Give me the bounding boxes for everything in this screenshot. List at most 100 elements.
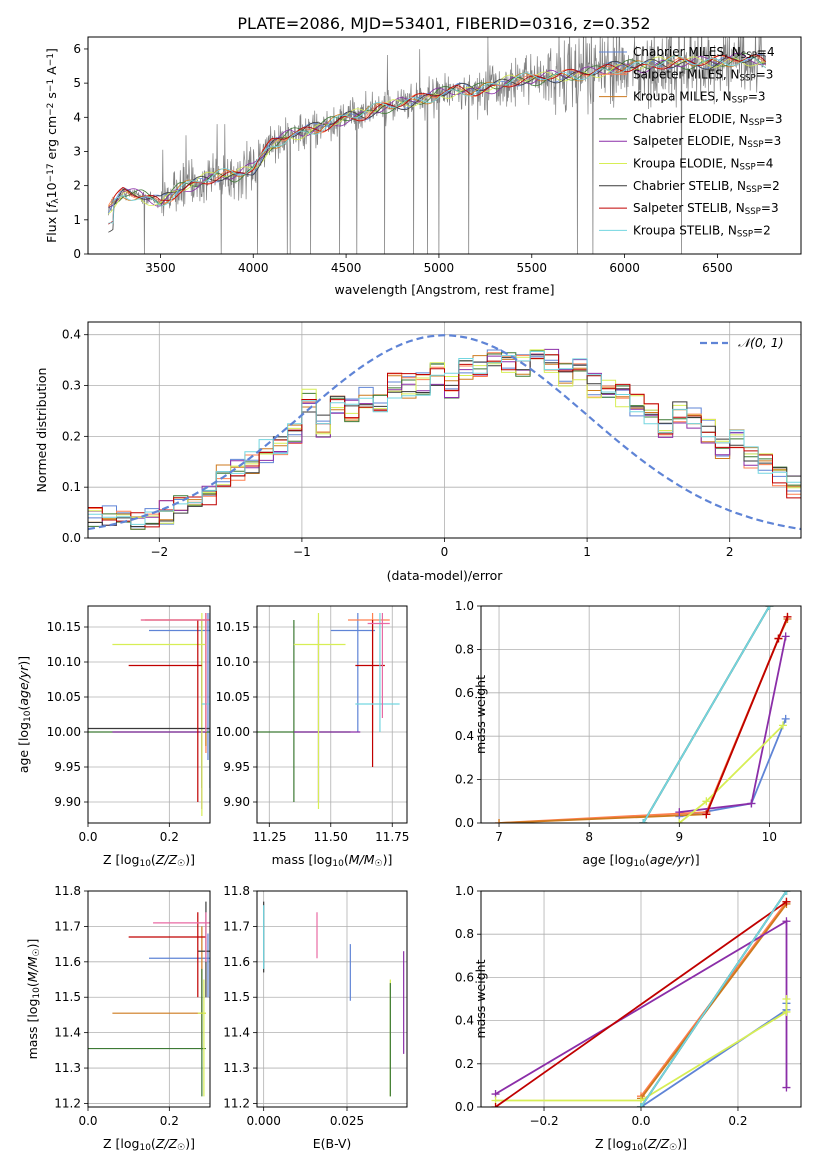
data-point [88, 613, 210, 788]
x-tick-label: 0.025 [330, 1114, 364, 1128]
series-marker [491, 1103, 500, 1107]
x-axis-label: age [log10(age/yr)] [582, 852, 699, 869]
legend-label: Kroupa MILES, NSSP=3 [633, 90, 766, 106]
y-tick-label: 10.15 [216, 620, 250, 634]
y-tick-label: 11.6 [54, 955, 81, 969]
series-marker [782, 1007, 791, 1016]
y-tick-label: 11.4 [223, 1026, 250, 1040]
plot-area [88, 901, 210, 1097]
x-tick-label: 4000 [238, 261, 269, 275]
legend-label: Salpeter STELIB, NSSP=3 [633, 201, 779, 217]
data-point [293, 613, 346, 809]
x-tick-label: 3500 [145, 261, 176, 275]
x-tick-label: 8 [585, 830, 593, 844]
y-tick-label: 4 [73, 110, 81, 124]
y-tick-label: 0 [73, 247, 81, 261]
x-tick-label: −1 [293, 545, 311, 559]
y-tick-label: 11.5 [223, 990, 250, 1004]
series-line [495, 999, 788, 1102]
legend-label: Salpeter MILES, NSSP=3 [633, 67, 773, 83]
panel-3: 11.25 11.50 11.75 9.90 9.95 10.00 10.05 10.10 10… [216, 605, 409, 869]
x-tick-label: 0.2 [728, 1114, 747, 1128]
y-tick-label: 0.1 [62, 480, 81, 494]
data-point [149, 933, 210, 998]
y-tick-label: 11.8 [223, 884, 250, 898]
y-tick-label: 0.0 [62, 531, 81, 545]
x-tick-label: 5000 [424, 261, 455, 275]
series-line [642, 606, 771, 823]
y-tick-label: 10.10 [216, 655, 250, 669]
data-point [149, 613, 210, 760]
legend-label: Chabrier ELODIE, NSSP=3 [633, 112, 782, 128]
y-tick-label: 0.2 [455, 773, 474, 787]
model-kroupa-elodie [108, 56, 766, 215]
series-marker [782, 897, 791, 906]
plot-area [108, 37, 767, 254]
y-tick-label: 0.0 [455, 1100, 474, 1114]
y-tick-label: 9.90 [223, 795, 250, 809]
plot-area [491, 891, 791, 1107]
x-tick-label: 6500 [702, 261, 733, 275]
plot-area [88, 334, 801, 531]
series-kroupa-stelib [639, 606, 774, 823]
x-tick-label: 11.50 [314, 830, 348, 844]
y-tick-label: 0.2 [62, 429, 81, 443]
y-tick-label: 11.7 [54, 919, 81, 933]
series-marker [747, 799, 756, 808]
x-tick-label: 0.2 [160, 830, 179, 844]
y-tick-label: 10.00 [216, 725, 250, 739]
x-axis-label: mass [log10(M/M☉)] [272, 852, 393, 869]
y-tick-label: 11.2 [54, 1096, 81, 1110]
y-tick-label: 10.05 [47, 690, 81, 704]
series-marker [495, 819, 504, 823]
series-marker [783, 612, 792, 621]
axes-frame [87, 36, 802, 255]
y-tick-label: 9.95 [223, 760, 250, 774]
y-tick-label: 11.6 [223, 955, 250, 969]
y-tick-label: 3 [73, 144, 81, 158]
data-point [112, 613, 206, 816]
y-tick-label: 0.0 [455, 816, 474, 830]
data-point [197, 979, 206, 1097]
plot-area [263, 901, 405, 1097]
y-tick-label: 0.8 [455, 642, 474, 656]
series-marker [778, 721, 787, 730]
x-tick-label: 0 [441, 545, 449, 559]
data-point [140, 613, 210, 732]
y-tick-label: 0.4 [455, 729, 474, 743]
x-tick-label: 0.0 [78, 1114, 97, 1128]
series-marker [639, 819, 648, 823]
data-point [153, 912, 210, 962]
model-salpeter-stelib [108, 54, 766, 225]
axes-frame [87, 605, 211, 824]
panel-6: 0.000 0.025 11.2 11.3 11.4 11.5 11.6 11.7 11.8 E(… [223, 884, 408, 1151]
data-point [128, 620, 202, 802]
legend-label: Chabrier MILES, NSSP=4 [633, 45, 775, 61]
x-axis-label: Z [log10(Z/Z☉)] [103, 1136, 195, 1153]
series-marker [637, 1103, 645, 1107]
y-tick-label: 1.0 [455, 884, 474, 898]
axes-frame [256, 890, 408, 1108]
series-line [640, 891, 788, 1107]
x-tick-label: 0.0 [631, 1114, 650, 1128]
series-marker [781, 632, 790, 641]
x-tick-label: 6000 [609, 261, 640, 275]
y-tick-label: 11.4 [54, 1026, 81, 1040]
y-tick-label: 9.90 [54, 795, 81, 809]
y-tick-label: 0.6 [455, 686, 474, 700]
x-tick-label: 0.000 [246, 1114, 280, 1128]
panel-0: 3500 4000 4500 5000 5500 6000 6500 0 1 2 3 4 5 6 wavel… [44, 36, 802, 297]
series-salpeter-elodie [675, 632, 790, 817]
series-line [494, 901, 788, 1107]
y-tick-label: 11.3 [223, 1061, 250, 1075]
data-point [128, 912, 206, 998]
y-axis-label: Normed distribution [34, 368, 49, 493]
series-marker [782, 1083, 791, 1092]
y-tick-label: 11.5 [54, 990, 81, 1004]
y-tick-label: 1.0 [455, 599, 474, 613]
x-tick-label: 1 [583, 545, 591, 559]
figure-title: PLATE=2086, MJD=53401, FIBERID=0316, z=0… [237, 14, 650, 33]
x-tick-label: 5500 [516, 261, 547, 275]
y-tick-label: 10.10 [47, 655, 81, 669]
y-tick-label: 0.2 [455, 1057, 474, 1071]
